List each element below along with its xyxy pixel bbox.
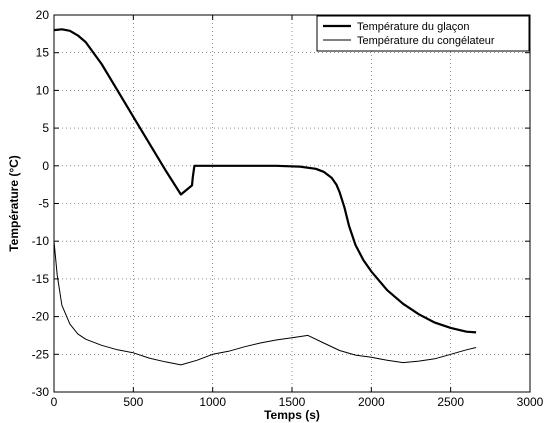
x-tick-label: 2500 bbox=[437, 395, 464, 409]
y-tick-label: 20 bbox=[36, 8, 50, 22]
x-tick-label: 1000 bbox=[199, 395, 226, 409]
y-tick-label: 15 bbox=[36, 46, 50, 60]
series-line-glacon bbox=[53, 28, 477, 334]
x-tick-label: 0 bbox=[51, 395, 58, 409]
legend-label-glacon: Température du glaçon bbox=[357, 21, 470, 33]
series-line-congelateur bbox=[53, 241, 477, 366]
x-axis-label: Temps (s) bbox=[264, 408, 320, 422]
legend-box bbox=[316, 15, 530, 52]
axis-ticks: 0 500 1000 1500 2000 2500 3000 -30 -25 -20 -15 -10 -… bbox=[32, 8, 544, 409]
y-tick-label: 0 bbox=[42, 159, 49, 173]
y-tick-label: -25 bbox=[32, 347, 50, 361]
y-tick-label: 5 bbox=[42, 121, 49, 135]
y-tick-label: -15 bbox=[32, 272, 50, 286]
y-tick-label: 10 bbox=[36, 83, 50, 97]
legend: Température du glaçon Température du con… bbox=[316, 15, 530, 52]
y-tick-label: -20 bbox=[32, 310, 50, 324]
x-tick-label: 2000 bbox=[358, 395, 385, 409]
y-tick-label: -30 bbox=[32, 385, 50, 399]
legend-label-congelateur: Température du congélateur bbox=[357, 35, 495, 47]
x-tick-label: 1500 bbox=[279, 395, 306, 409]
x-tick-label: 500 bbox=[123, 395, 143, 409]
y-axis-label: Température (°C) bbox=[7, 155, 21, 252]
series-layer bbox=[53, 28, 477, 366]
y-tick-label: -10 bbox=[32, 234, 50, 248]
x-tick-label: 3000 bbox=[517, 395, 544, 409]
y-tick-label: -5 bbox=[38, 197, 49, 211]
